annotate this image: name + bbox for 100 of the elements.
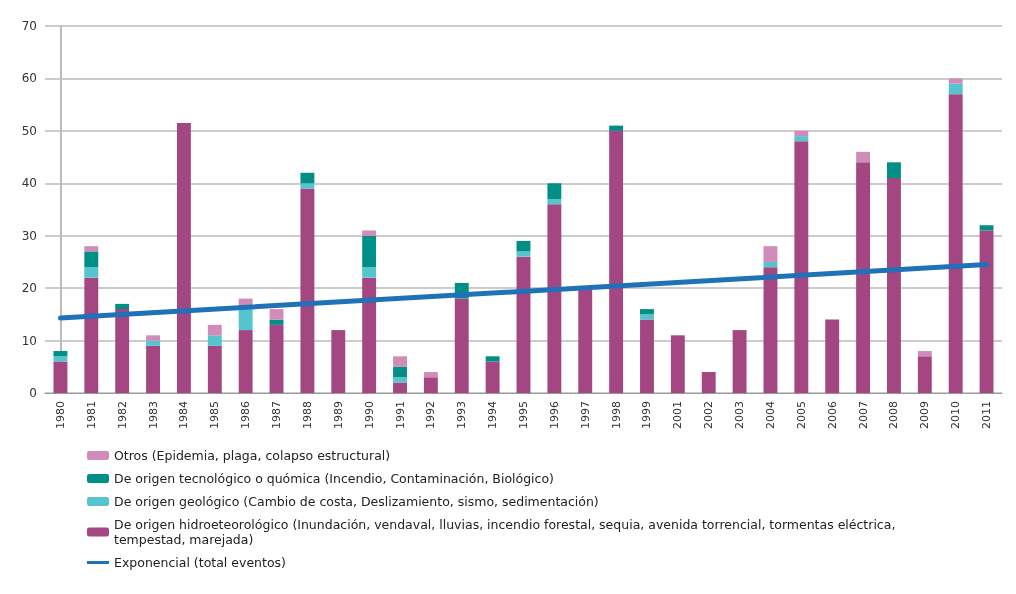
x-tick-label: 1999 (640, 401, 654, 429)
bar (794, 136, 809, 142)
bar (238, 330, 253, 393)
bar (732, 330, 747, 393)
y-tick-label: 0 (29, 386, 37, 400)
bar (578, 288, 593, 393)
bar (53, 351, 68, 357)
bar (640, 314, 654, 320)
x-tick-label: 2010 (949, 401, 963, 429)
x-tick-label: 1997 (578, 401, 592, 429)
bar (794, 130, 809, 137)
bar (516, 256, 531, 393)
legend-label: Otros (Epidemia, plaga, colapso estructural) (114, 448, 391, 463)
x-tick-label: 2003 (733, 401, 747, 429)
bar (948, 83, 963, 95)
bar (856, 162, 871, 393)
x-tick-label: 2005 (794, 401, 808, 429)
x-tick-label: 1984 (177, 401, 191, 429)
bar (146, 335, 160, 341)
bar (856, 151, 871, 163)
x-tick-label: 2002 (702, 401, 716, 429)
x-tick-label: 2009 (918, 401, 932, 429)
bar (454, 298, 469, 393)
bar (300, 188, 315, 393)
x-tick-label: 2007 (856, 401, 870, 429)
bar (362, 230, 377, 236)
legend-label: De origen hidroeteorológico (Inundación, vendaval, lluvias, incendio forestal, sequia, avenida torrencial, tormentas eléctrica, tempestad, marejada) (114, 517, 900, 547)
bar (485, 361, 500, 393)
bar (948, 78, 963, 84)
bar (393, 377, 407, 383)
x-tick-label: 1989 (331, 401, 345, 429)
x-tick-label: 1988 (300, 401, 314, 429)
bar (887, 178, 901, 393)
bar (238, 309, 253, 331)
bar (146, 340, 160, 346)
bar (115, 309, 130, 393)
x-tick-label: 1994 (486, 401, 500, 429)
legend-label: De origen tecnológico o quómica (Incendio, Contaminación, Biológico) (114, 471, 554, 486)
bar (207, 324, 222, 336)
bar (84, 251, 99, 268)
bar (794, 141, 809, 393)
x-tick-label: 1995 (517, 401, 530, 429)
x-tick-label: 1998 (609, 401, 623, 429)
bar (547, 183, 562, 200)
bar (269, 324, 284, 393)
y-tick-label: 50 (21, 123, 37, 138)
x-tick-label: 1996 (547, 401, 561, 429)
x-tick-label: 1992 (424, 401, 438, 429)
bar (701, 372, 716, 393)
bar (300, 172, 315, 184)
bar (979, 230, 994, 393)
x-tick-label: 1981 (84, 401, 98, 429)
bar (362, 267, 377, 278)
x-tick-label: 1986 (239, 401, 253, 429)
bar (423, 377, 438, 393)
x-tick-label: 1991 (393, 401, 407, 429)
x-tick-label: 2011 (980, 401, 994, 429)
bar (763, 267, 778, 393)
x-tick-label: 2006 (825, 401, 839, 429)
bar (331, 330, 346, 393)
x-tick-label: 1993 (455, 401, 469, 429)
bar (423, 372, 438, 378)
y-tick-label: 70 (21, 19, 37, 33)
bar (763, 246, 778, 262)
x-tick-label: 2004 (763, 401, 777, 429)
y-tick-label: 10 (21, 333, 37, 348)
bar (609, 125, 624, 131)
bar (176, 122, 191, 393)
y-tick-label: 30 (21, 228, 37, 243)
y-tick-label: 20 (21, 281, 37, 296)
bar (53, 361, 68, 393)
bar (547, 204, 562, 393)
bar (362, 277, 377, 393)
x-tick-label: 2001 (671, 401, 685, 429)
bar (269, 309, 284, 320)
y-tick-label: 60 (21, 71, 37, 86)
bar (362, 235, 377, 268)
bar (84, 246, 99, 252)
bar (84, 277, 99, 393)
legend-label: Exponencial (total eventos) (114, 555, 286, 570)
x-tick-label: 1985 (208, 401, 222, 429)
bar (917, 356, 932, 393)
bar (948, 94, 963, 393)
bar (917, 351, 932, 357)
bar (53, 356, 68, 362)
x-tick-label: 1980 (53, 401, 67, 429)
x-tick-label: 1990 (362, 401, 376, 429)
bar (887, 162, 901, 179)
bar (640, 319, 654, 393)
bar (393, 382, 407, 393)
bar (300, 183, 315, 189)
bar (393, 366, 407, 378)
bar (207, 335, 222, 346)
x-tick-label: 1983 (146, 401, 160, 429)
bar (207, 345, 222, 393)
bar (670, 335, 685, 393)
bar (516, 251, 531, 257)
bar (146, 345, 160, 393)
bar (393, 356, 407, 367)
x-tick-label: 1982 (115, 401, 129, 429)
